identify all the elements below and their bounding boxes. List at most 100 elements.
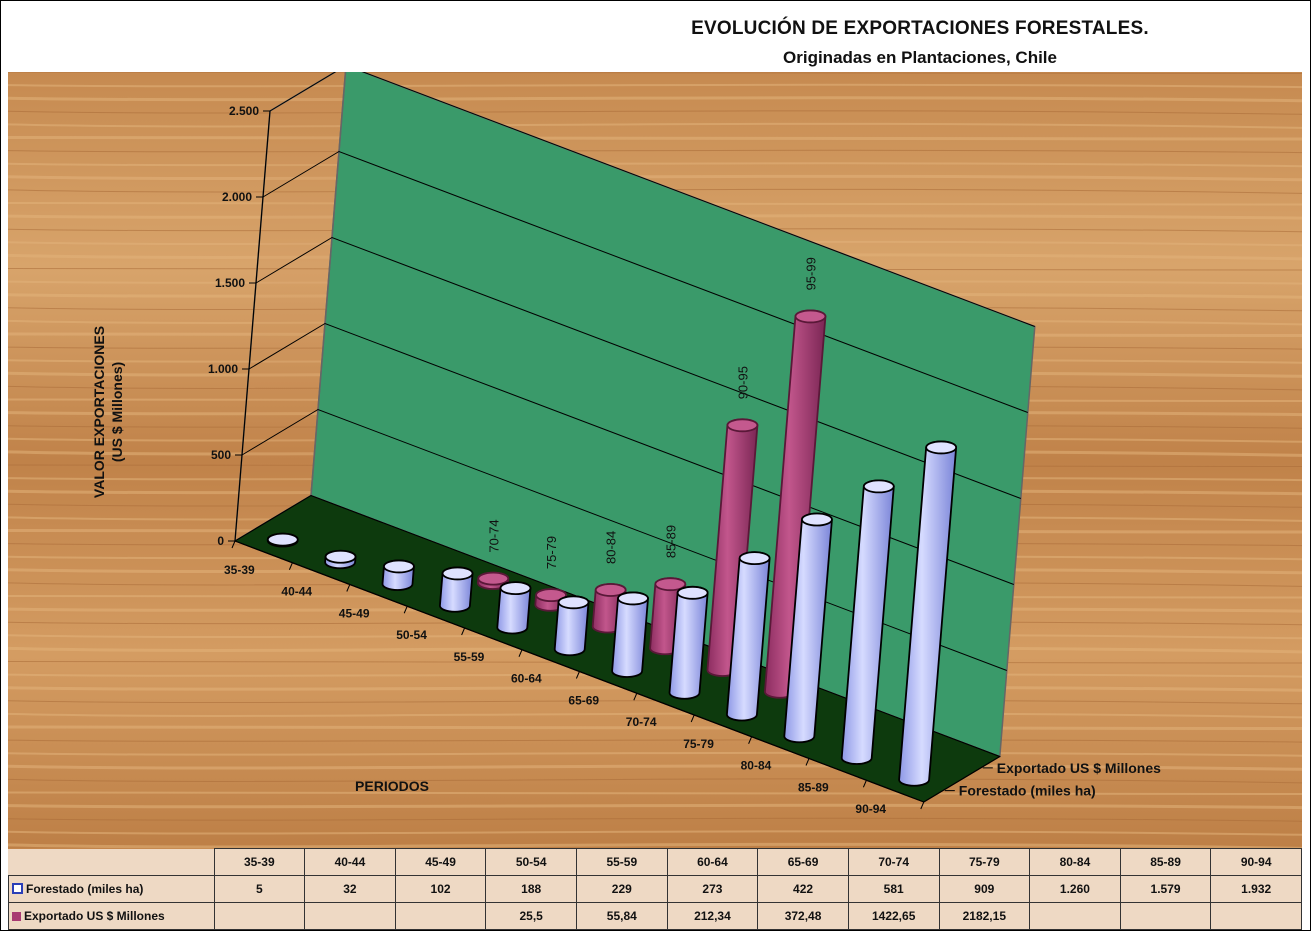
y-axis-line bbox=[234, 110, 271, 542]
bar-forestado-top bbox=[499, 581, 532, 596]
table-cell: 212,34 bbox=[666, 902, 759, 930]
table-cell bbox=[304, 902, 396, 930]
gridline bbox=[269, 72, 1035, 327]
table-header-cell: 65-69 bbox=[757, 848, 849, 876]
table-cell: 422 bbox=[757, 875, 849, 903]
table-cell bbox=[1119, 902, 1212, 930]
wood-grain-line bbox=[8, 122, 1302, 129]
bar-exportado-top bbox=[535, 588, 567, 603]
table-header-cell: 75-79 bbox=[938, 848, 1031, 876]
table-cell bbox=[394, 902, 487, 930]
x-tick-label: 90-94 bbox=[855, 802, 886, 816]
table-cell: 25,5 bbox=[485, 902, 577, 930]
bar-forestado bbox=[725, 551, 771, 722]
table-header-cell: 35-39 bbox=[213, 848, 306, 876]
x-tick-mark bbox=[690, 714, 695, 723]
table-cell: 2182,15 bbox=[938, 902, 1031, 930]
bar-annotation: 80-84 bbox=[604, 531, 619, 564]
table-header-cell: 50-54 bbox=[485, 848, 577, 876]
y-tick-label: 0 bbox=[217, 534, 224, 548]
table-header-cell: 80-84 bbox=[1029, 848, 1121, 876]
x-tick-mark bbox=[633, 693, 638, 701]
table-cell: 188 bbox=[485, 875, 577, 903]
wood-grain-line bbox=[8, 135, 1302, 141]
wood-grain-line bbox=[8, 96, 1302, 103]
x-tick-label: 80-84 bbox=[741, 759, 772, 773]
bar-forestado-top bbox=[862, 479, 895, 494]
wood-grain-line bbox=[8, 712, 1302, 719]
bar-forestado-top bbox=[801, 512, 833, 527]
x-tick-mark bbox=[461, 627, 466, 636]
bar-forestado bbox=[381, 559, 415, 591]
bar-exportado-top bbox=[794, 309, 827, 324]
table-header-row: 35-39 40-44 45-49 50-54 55-59 60-64 65-69 70-74… bbox=[8, 848, 1302, 876]
bar-exportado-top bbox=[477, 571, 510, 586]
y-tick-label: 1.500 bbox=[215, 276, 245, 290]
title-block: EVOLUCIÓN DE EXPORTACIONES FORESTALES. O… bbox=[560, 18, 1280, 68]
x-tick-mark bbox=[346, 584, 351, 592]
bars bbox=[266, 309, 958, 787]
bar-forestado-top bbox=[383, 559, 415, 574]
table-cell: 229 bbox=[576, 875, 668, 903]
bar-forestado bbox=[266, 532, 299, 548]
series-axis-label: Exportado US $ Millones bbox=[997, 760, 1161, 776]
y-tick-label: 2.000 bbox=[222, 190, 252, 204]
bar-annotation: 85-89 bbox=[663, 525, 678, 558]
x-tick-label: 50-54 bbox=[396, 628, 427, 642]
bar-forestado bbox=[553, 595, 590, 657]
table-cell: 102 bbox=[394, 875, 487, 903]
wood-grain-line bbox=[8, 830, 1302, 836]
x-ticks: 35-39 40-44 45-49 50-54 55-59 60-64 65-69 70-74… bbox=[224, 540, 925, 816]
y-tick-label: 500 bbox=[211, 448, 231, 462]
bar-forestado-top bbox=[925, 440, 958, 455]
table-header-cell: 40-44 bbox=[304, 848, 396, 876]
table-cell: 273 bbox=[666, 875, 759, 903]
x-tick-mark bbox=[231, 540, 236, 549]
x-tick-mark bbox=[805, 758, 810, 766]
table-header-cell: 55-59 bbox=[576, 848, 668, 876]
wood-grain-line bbox=[8, 803, 1302, 810]
table-row-label: Forestado (miles ha) bbox=[8, 875, 215, 903]
table-row: Exportado US $ Millones 25,5 55,84 212,34 3… bbox=[8, 902, 1302, 930]
plot-area: 0 500 1.000 1.500 2.000 2.500 35-39 40-44 45-49… bbox=[8, 72, 1302, 849]
wood-grain-line bbox=[8, 764, 1302, 771]
depth-axis-line bbox=[923, 755, 1001, 803]
bar-forestado-top bbox=[617, 591, 649, 606]
x-tick-mark bbox=[862, 780, 867, 788]
bar-annotation: 95-99 bbox=[803, 257, 818, 290]
table-cell bbox=[213, 902, 306, 930]
table-cell: 1422,65 bbox=[847, 902, 940, 930]
legend-swatch-exportado bbox=[12, 912, 21, 921]
x-axis-label: PERIODOS bbox=[355, 778, 429, 794]
wood-grain-line bbox=[8, 751, 1302, 757]
chart-title: EVOLUCIÓN DE EXPORTACIONES FORESTALES. bbox=[691, 18, 1149, 39]
x-tick-mark bbox=[748, 736, 753, 744]
x-tick-label: 40-44 bbox=[281, 585, 312, 599]
chart-subtitle: Originadas en Plantaciones, Chile bbox=[783, 48, 1057, 67]
bar-exportado-top bbox=[726, 418, 759, 433]
table-header-cell: 90-94 bbox=[1210, 848, 1302, 876]
wood-grain-line bbox=[8, 778, 1302, 784]
bar-forestado bbox=[496, 581, 532, 635]
wood-grain-line bbox=[8, 699, 1302, 705]
bar-exportado bbox=[706, 418, 759, 677]
bar-forestado bbox=[668, 585, 709, 700]
x-tick-mark bbox=[575, 671, 580, 679]
x-tick-label: 85-89 bbox=[798, 780, 829, 794]
y-axis-label-line2: (US $ Millones) bbox=[109, 362, 125, 462]
table-header-cell: 85-89 bbox=[1119, 848, 1212, 876]
y-tick-label: 1.000 bbox=[208, 362, 238, 376]
legend-swatch-forestado bbox=[12, 883, 23, 894]
table-cell: 1.932 bbox=[1210, 875, 1302, 903]
x-tick-mark bbox=[288, 562, 293, 570]
table-cell: 5 bbox=[213, 875, 306, 903]
bar-forestado-top bbox=[324, 549, 357, 564]
table-cell bbox=[1210, 902, 1302, 930]
bar-exportado bbox=[476, 571, 510, 590]
table-row-label-text: Forestado (miles ha) bbox=[26, 882, 144, 896]
table-cell bbox=[1029, 902, 1121, 930]
x-tick-label: 65-69 bbox=[568, 693, 599, 707]
bar-forestado bbox=[611, 591, 649, 678]
wood-grain-line bbox=[8, 739, 1302, 743]
bar-annotation: 70-74 bbox=[486, 519, 501, 552]
